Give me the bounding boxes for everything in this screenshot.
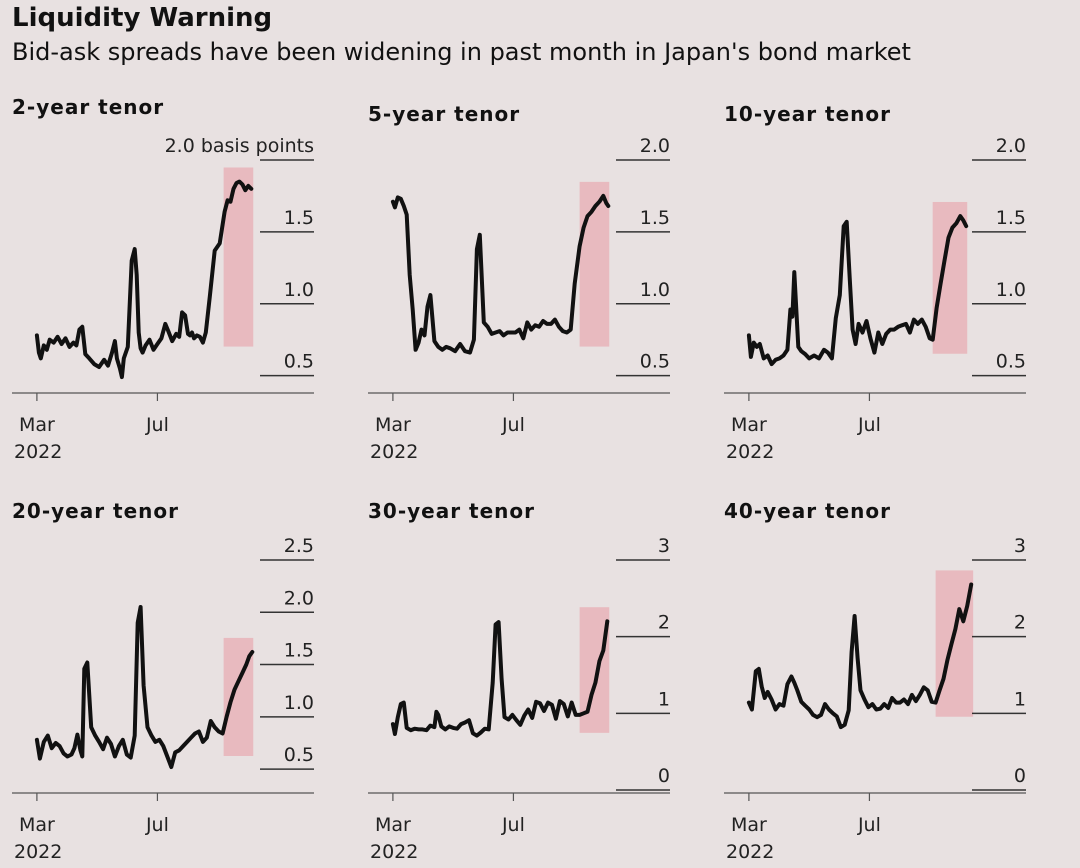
highlight-band <box>223 167 254 347</box>
panel-title: 30-year tenor <box>368 499 535 523</box>
x-tick-label-month: Jul <box>857 814 881 836</box>
series-line <box>34 179 254 380</box>
y-tick-label: 2 <box>658 612 670 634</box>
x-tick-label-year: 2022 <box>726 441 774 463</box>
x-tick-label-year: 2022 <box>726 841 774 863</box>
x-tick-label-month: Mar <box>375 814 411 836</box>
y-tick-label: 1.5 <box>640 207 670 229</box>
y-tick-label: 1.0 <box>996 279 1026 301</box>
panel-2: 5-year tenor 0.5 1.0 1.5 2.0 Mar 2022 Jul <box>368 102 670 463</box>
x-tick-label-year: 2022 <box>14 841 62 863</box>
y-tick-label: 2.0 <box>284 587 314 609</box>
x-tick-label-year: 2022 <box>370 441 418 463</box>
y-tick-label: 1.5 <box>996 207 1026 229</box>
panel-3: 10-year tenor 0.5 1.0 1.5 2.0 Mar 2022 Jul <box>724 102 1026 463</box>
y-tick-label: 0.5 <box>284 351 314 373</box>
highlight-band <box>932 201 968 354</box>
panel-title: 20-year tenor <box>12 499 179 523</box>
x-tick-label-year: 2022 <box>370 841 418 863</box>
panel-title: 10-year tenor <box>724 102 891 126</box>
y-tick-label: 1.5 <box>284 207 314 229</box>
series-line <box>34 605 255 769</box>
panel-title: 5-year tenor <box>368 102 520 126</box>
y-tick-label: 1.0 <box>284 692 314 714</box>
series-line <box>746 214 969 367</box>
y-tick-label: 0 <box>658 765 670 787</box>
panel-5: 30-year tenor 0 1 2 3 Mar 2022 Jul <box>368 499 670 863</box>
y-tick-label: 3 <box>1014 535 1026 557</box>
series-line <box>390 193 611 355</box>
y-tick-label: 0.5 <box>284 744 314 766</box>
x-tick-label-month: Jul <box>145 814 169 836</box>
x-tick-label-month: Mar <box>375 414 411 436</box>
y-tick-label: 1 <box>658 688 670 710</box>
panel-4: 20-year tenor 0.5 1.0 1.5 2.0 2.5 Mar 2022 Jul <box>12 499 314 863</box>
y-tick-label: 0 <box>1014 765 1026 787</box>
x-tick-label-month: Jul <box>501 814 525 836</box>
panel-title: 2-year tenor <box>12 95 164 119</box>
y-tick-label: 0.5 <box>996 351 1026 373</box>
y-tick-label: 1 <box>1014 688 1026 710</box>
y-tick-label: 2 <box>1014 612 1026 634</box>
panel-1: 2-year tenor 0.5 1.0 1.5 2.0 basis points Mar… <box>12 95 314 463</box>
y-tick-label: 2.0 <box>640 135 670 157</box>
y-tick-label: 1.0 <box>284 279 314 301</box>
panel-6: 40-year tenor 0 1 2 3 Mar 2022 Jul <box>724 499 1026 863</box>
y-tick-label: 0.5 <box>640 351 670 373</box>
x-tick-label-month: Mar <box>731 414 767 436</box>
x-tick-label-month: Mar <box>19 814 55 836</box>
y-tick-label: 1.0 <box>640 279 670 301</box>
chart-subtitle: Bid-ask spreads have been widening in pa… <box>12 38 911 66</box>
x-tick-label-year: 2022 <box>14 441 62 463</box>
chart-title: Liquidity Warning <box>12 3 273 33</box>
x-tick-label-month: Mar <box>19 414 55 436</box>
highlight-band <box>935 570 974 717</box>
y-tick-label: 2.0 <box>996 135 1026 157</box>
series-line <box>746 582 974 730</box>
y-tick-label: 2.0 basis points <box>165 135 314 157</box>
y-tick-label: 2.5 <box>284 535 314 557</box>
panel-title: 40-year tenor <box>724 499 891 523</box>
x-tick-label-month: Jul <box>145 414 169 436</box>
series-line <box>390 619 610 738</box>
y-tick-label: 1.5 <box>284 640 314 662</box>
x-tick-label-month: Jul <box>857 414 881 436</box>
x-tick-label-month: Jul <box>501 414 525 436</box>
y-tick-label: 3 <box>658 535 670 557</box>
x-tick-label-month: Mar <box>731 814 767 836</box>
